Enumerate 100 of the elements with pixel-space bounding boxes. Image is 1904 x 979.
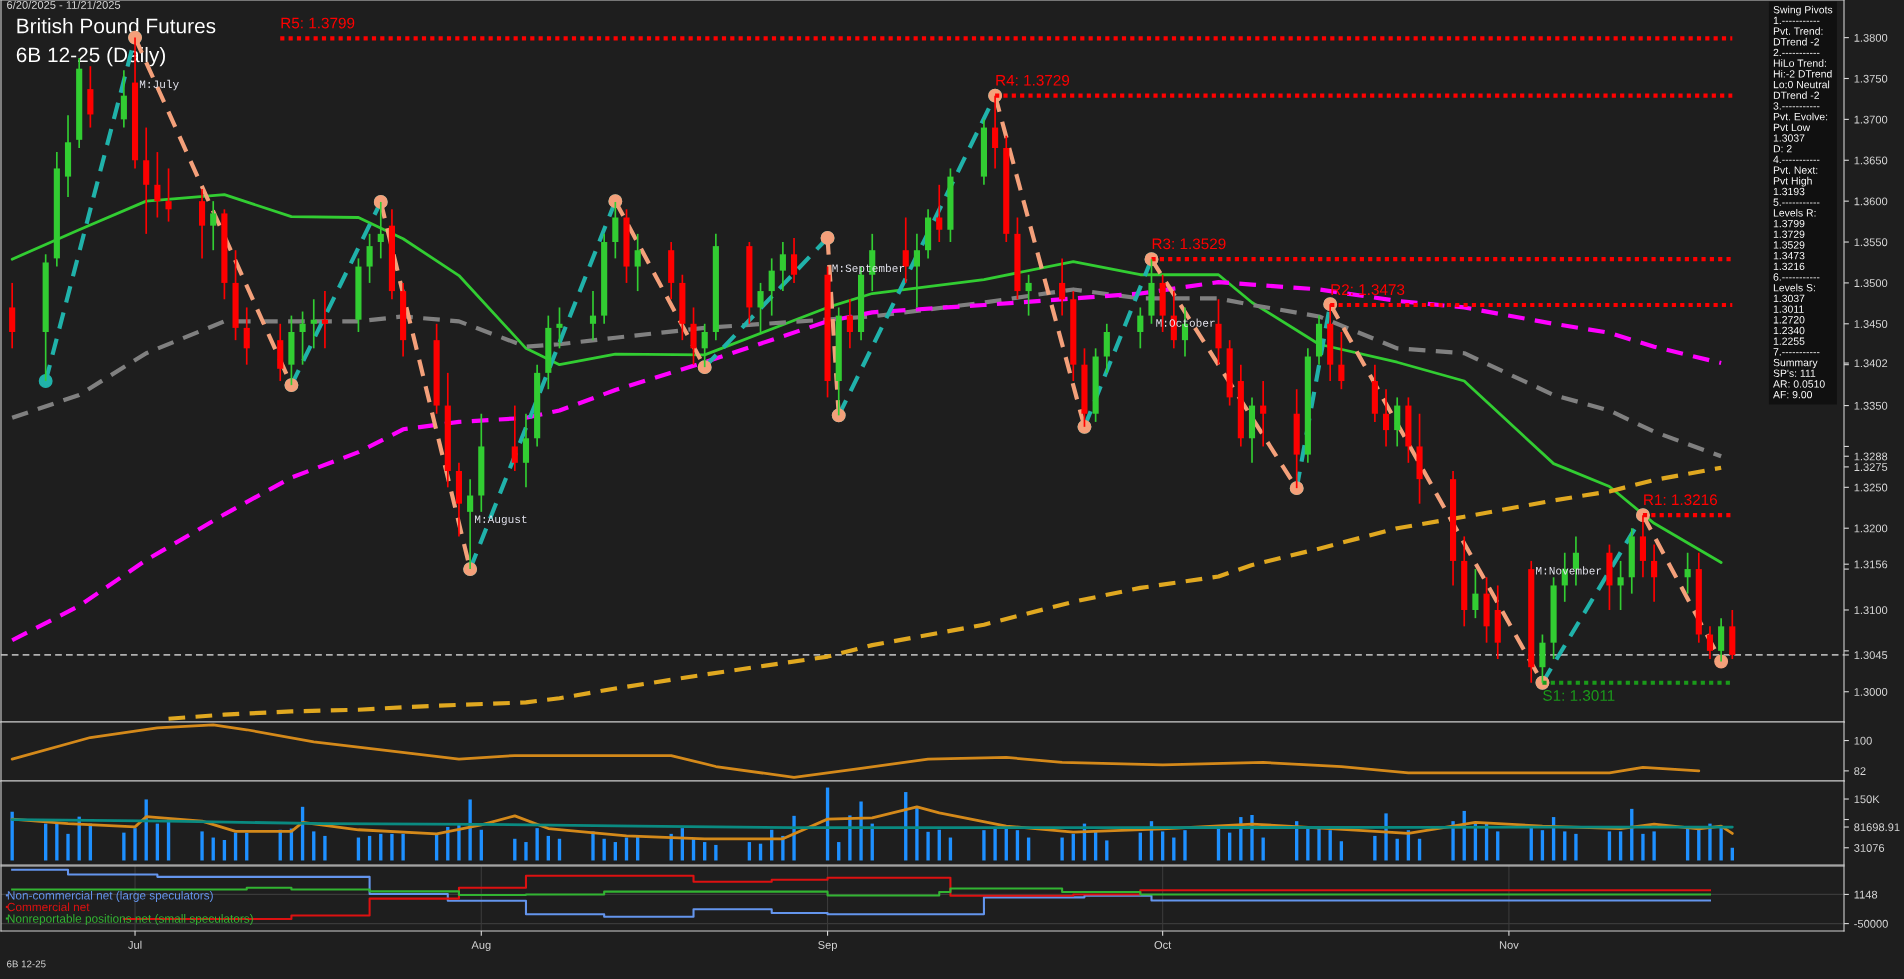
candlestick <box>1059 257 1066 317</box>
y-tick-label: 31076 <box>1854 844 1885 852</box>
y-tick-label: 1.3156 <box>1854 560 1888 569</box>
line-series <box>10 280 1724 643</box>
bar <box>1317 828 1321 861</box>
bar <box>926 831 930 861</box>
y-tick-label: 1.3800 <box>1854 33 1888 42</box>
y-tick-label: 1.3402 <box>1854 359 1888 368</box>
bar <box>535 828 539 861</box>
candlestick <box>846 298 853 350</box>
candlestick <box>1706 625 1714 660</box>
candlestick <box>154 151 161 219</box>
y-tick-label: 1.3750 <box>1854 74 1888 83</box>
bar <box>1060 837 1064 861</box>
y-tick-label: -50000 <box>1854 919 1888 928</box>
y-tick-label: 1.3275 <box>1854 463 1888 472</box>
y-tick-label: 1.3288 <box>1854 452 1888 461</box>
candlestick <box>1260 380 1267 448</box>
candlestick <box>768 257 775 317</box>
line-series <box>10 723 1701 779</box>
bar <box>133 828 137 861</box>
bar <box>1641 833 1645 861</box>
bar <box>1496 831 1500 861</box>
candlestick <box>310 298 317 350</box>
legend-label: Non-commercial net (large speculators) <box>7 890 213 902</box>
bar <box>122 832 126 861</box>
bar <box>1105 840 1109 861</box>
text: 6B 12-25 <box>7 960 46 968</box>
legend-label: Commercial net <box>7 902 90 912</box>
y-tick-label: 81698.91 <box>1854 823 1900 832</box>
y-tick-label: 150K <box>1854 795 1880 804</box>
candlestick <box>321 290 328 350</box>
candlestick <box>1684 551 1691 595</box>
bar <box>993 827 997 861</box>
series-label: R1: 1.3216 <box>1644 494 1718 506</box>
candlestick <box>377 201 384 260</box>
candlestick <box>902 216 909 284</box>
y-tick-label: 100 <box>1854 736 1872 745</box>
bar <box>312 831 316 861</box>
series-label: S1: 1.3011 <box>1543 690 1615 701</box>
bar <box>524 842 528 861</box>
series-label: R3: 1.3529 <box>1152 238 1226 250</box>
line-series <box>10 818 1734 830</box>
y-tick-label: 1.3250 <box>1854 483 1888 492</box>
candlestick <box>1617 560 1624 611</box>
y-tick-label: 1.3500 <box>1854 279 1888 288</box>
candlestick <box>634 233 641 292</box>
text: Swing Pivots 1.----------- Pvt. Trend: DTrend -2 2.----------- HiLo Trend: Hi:-2 DTrend Lo:0 Neutral DTrend -2 3.----------- Pvt. Evolve: Pvt Low 1.3037 D: 2 4.----------- Pvt. Next: Pvt High 1.3193 5.----------- Levels R: 1.3799 1.3729 1.3529 1.3473 1.3216 6.----------- Levels S: 1.3037 1.3011 1.2720 1.2340 1.2255 7.----------- Summary SP's: 111 AR: 0.0510 AF: 9.00 <box>1773 5 1833 399</box>
candlestick <box>913 233 920 309</box>
annotation: M:July <box>139 79 179 91</box>
y-tick-label: 1.3000 <box>1854 688 1888 696</box>
bar <box>1574 833 1578 861</box>
x-tick-label: Aug <box>471 941 491 952</box>
candlestick <box>556 306 563 350</box>
bar <box>1563 831 1567 861</box>
bar <box>468 799 472 861</box>
y-tick-label: 1.3650 <box>1854 156 1888 165</box>
candlestick <box>1472 568 1479 619</box>
bar <box>1306 828 1310 861</box>
annotation: M:August <box>474 515 527 526</box>
bar <box>66 833 70 861</box>
candlestick <box>511 404 518 472</box>
y-tick-label: 1.3045 <box>1854 651 1888 660</box>
candlestick <box>165 167 172 223</box>
candlestick <box>1137 306 1144 350</box>
bar <box>1607 831 1612 861</box>
y-tick-label: 1.3550 <box>1854 238 1888 247</box>
bar <box>1183 830 1187 861</box>
y-tick-label: 1148 <box>1854 890 1878 899</box>
bar <box>714 844 718 861</box>
candlestick <box>210 200 217 252</box>
x-tick-label: Oct <box>1154 941 1172 949</box>
candlestick <box>243 306 250 366</box>
bar <box>323 835 327 861</box>
candlestick <box>757 282 764 333</box>
series-label: R2: 1.3473 <box>1331 284 1405 296</box>
candlestick <box>366 233 373 284</box>
y-tick-label: 1.3700 <box>1854 115 1888 124</box>
candlestick <box>779 241 786 292</box>
candlestick <box>701 322 708 368</box>
bar <box>982 830 986 861</box>
line-series <box>166 465 1724 721</box>
bar <box>1652 831 1656 861</box>
bar <box>1719 826 1723 861</box>
y-tick-label: 1.3350 <box>1854 401 1888 410</box>
y-tick-label: 1.3100 <box>1854 606 1888 615</box>
candlestick <box>790 237 798 284</box>
y-tick-label: 1.3600 <box>1854 197 1888 206</box>
y-tick-label: 1.3450 <box>1854 320 1888 328</box>
text: British Pound Futures <box>17 18 216 34</box>
bar <box>10 811 14 861</box>
x-tick-label: Jul <box>128 940 142 949</box>
candlestick <box>589 290 597 341</box>
series-label: R4: 1.3729 <box>996 74 1070 86</box>
bar <box>1618 831 1623 861</box>
bar <box>55 823 59 861</box>
candlestick <box>1025 273 1032 317</box>
x-tick-label: Sep <box>818 941 837 952</box>
series-label: R5: 1.3799 <box>281 17 355 29</box>
candlestick <box>299 310 306 366</box>
